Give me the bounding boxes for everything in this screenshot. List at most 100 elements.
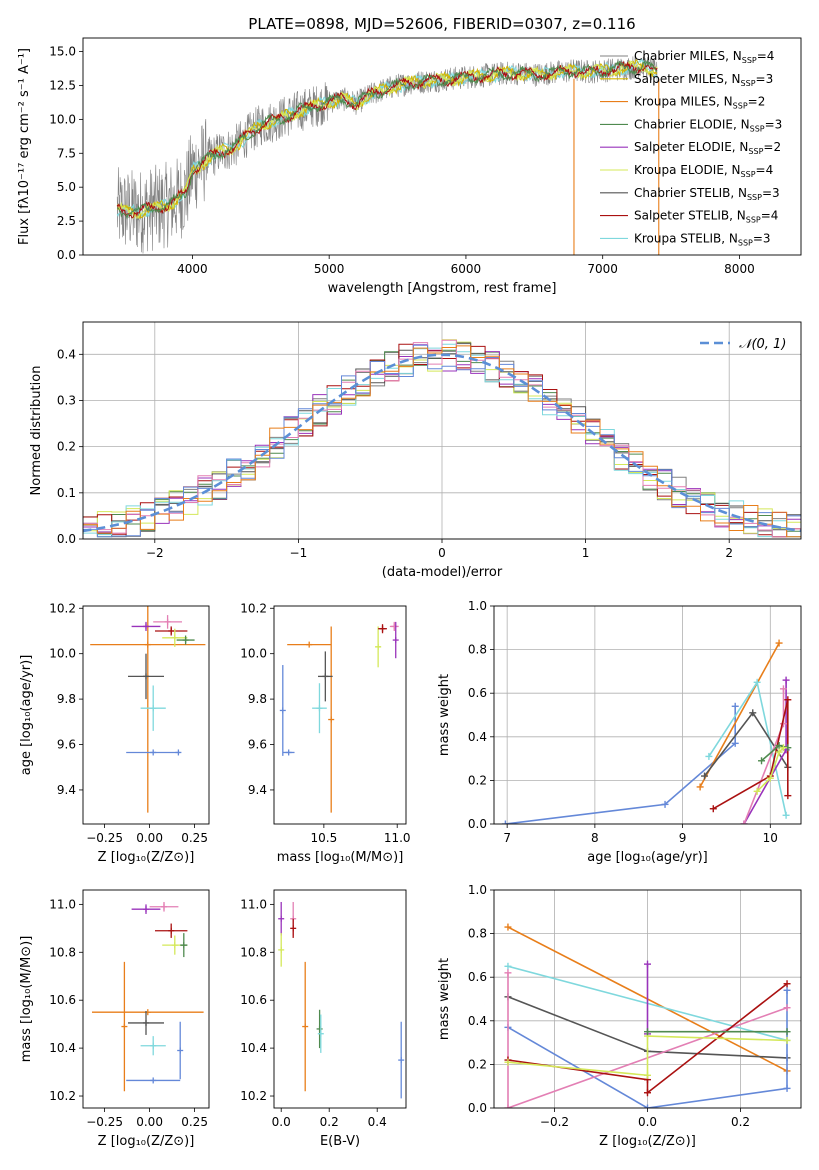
x-tick-label: 0.0 xyxy=(638,1115,657,1129)
x-tick-label: 7000 xyxy=(587,262,618,276)
x-tick-label: 11.0 xyxy=(384,831,411,845)
y-tick-label: 0.0 xyxy=(468,1101,487,1115)
y-tick-label: 5.0 xyxy=(57,180,76,194)
x-tick-label: 10.5 xyxy=(311,831,338,845)
model-spectrum-salpeter_stelib xyxy=(116,60,658,219)
x-tick-label: 0.2 xyxy=(320,1115,339,1129)
x-tick-label: 6000 xyxy=(451,262,482,276)
data-point xyxy=(278,933,285,967)
data-point xyxy=(312,683,327,734)
y-tick-label: 0.3 xyxy=(57,393,76,407)
axes-frame xyxy=(493,889,802,1109)
x-tick-label: 9 xyxy=(679,831,687,845)
data-point xyxy=(140,685,166,731)
mass_vs_Z-panel: −0.25 0.00 0.25 10.2 10.4 10.6 10.8 11.0 Z [log₁… xyxy=(19,889,210,1149)
y-axis-label: mass weight xyxy=(437,674,452,756)
x-tick-label: 2 xyxy=(725,546,733,560)
y-tick-label: 0.8 xyxy=(468,927,487,941)
spectrum-lines xyxy=(116,53,660,255)
series-blue xyxy=(505,706,736,824)
weight_vs_Z-panel: −0.2 0.0 0.2 0.0 0.2 0.4 0.6 0.8 1.0 Z [log₁₀(Z/Z… xyxy=(437,883,802,1149)
data-point xyxy=(162,628,188,647)
y-tick-label: 10.2 xyxy=(240,1089,267,1103)
age_vs_mass-panel: 10.5 11.0 9.4 9.6 9.8 10.0 10.2 mass [log₁₀(M/M… xyxy=(240,601,410,865)
model-spectrum-kroupa_stelib xyxy=(116,58,658,218)
x-tick-label: 0.25 xyxy=(181,831,208,845)
histogram-kroupa_miles xyxy=(83,345,801,538)
data-point xyxy=(316,1009,323,1049)
data-point xyxy=(317,1014,324,1053)
x-tick-label: 0.00 xyxy=(136,831,163,845)
y-tick-label: 10.0 xyxy=(49,112,76,126)
x-axis-label: E(B-V) xyxy=(320,1134,360,1149)
age_vs_Z-panel: −0.25 0.00 0.25 9.4 9.6 9.8 10.0 10.2 Z [log₁₀(Z… xyxy=(19,601,210,865)
series-lines xyxy=(501,639,792,824)
errorbars xyxy=(279,621,399,813)
y-axis-label: Normed distribution xyxy=(29,366,44,496)
y-tick-label: 7.5 xyxy=(57,146,76,160)
y-tick-label: 11.0 xyxy=(240,897,267,911)
x-tick-label: 0 xyxy=(438,546,446,560)
spectrum-panel: 4000 5000 6000 7000 8000 0.0 2.5 5.0 7.5 10.0 12.5… xyxy=(17,15,802,296)
data-point xyxy=(126,749,181,756)
legend-label: Salpeter MILES, NSSP=3 xyxy=(634,72,773,88)
data-point xyxy=(128,653,164,700)
y-tick-label: 1.0 xyxy=(468,883,487,897)
x-axis-label: Z [log₁₀(Z/Z⊙)] xyxy=(599,1134,696,1149)
x-tick-label: 0.0 xyxy=(272,1115,291,1129)
axes-frame xyxy=(82,605,210,825)
chart-title: PLATE=0898, MJD=52606, FIBERID=0307, z=0… xyxy=(248,15,635,33)
data-point xyxy=(282,749,295,756)
y-tick-label: 0.2 xyxy=(468,1057,487,1071)
y-tick-label: 15.0 xyxy=(49,45,76,59)
y-tick-label: 0.4 xyxy=(468,730,487,744)
y-tick-label: 10.8 xyxy=(49,945,76,959)
legend-label: Chabrier STELIB, NSSP=3 xyxy=(634,186,780,202)
series-kroupa_miles xyxy=(699,642,780,788)
x-tick-label: 10 xyxy=(763,831,778,845)
gaussian-curve xyxy=(83,353,801,533)
mass_vs_ebv-panel: 0.0 0.2 0.4 10.2 10.4 10.6 10.8 11.0 E(B-V) xyxy=(240,889,407,1149)
data-point xyxy=(290,918,297,938)
data-point xyxy=(177,1021,184,1080)
y-tick-label: 0.0 xyxy=(468,817,487,831)
y-tick-label: 0.6 xyxy=(468,970,487,984)
x-tick-label: 4000 xyxy=(177,262,208,276)
x-tick-label: −1 xyxy=(290,546,308,560)
histogram-blue xyxy=(83,344,801,538)
series-kroupa_elodie xyxy=(756,747,785,792)
data-point xyxy=(140,1036,166,1056)
data-point xyxy=(302,961,309,1092)
series-lines xyxy=(504,923,791,1108)
x-axis-label: Z [log₁₀(Z/Z⊙)] xyxy=(98,1134,195,1149)
y-tick-label: 0.0 xyxy=(57,532,76,546)
data-point xyxy=(155,626,188,636)
legend-label: Chabrier MILES, NSSP=4 xyxy=(634,49,774,65)
y-tick-label: 10.0 xyxy=(49,647,76,661)
data-point xyxy=(378,624,387,634)
axes-frame xyxy=(493,605,802,825)
axes-frame xyxy=(273,605,407,825)
y-tick-label: 10.2 xyxy=(240,601,267,615)
legend-label: Salpeter STELIB, NSSP=4 xyxy=(634,209,778,225)
data-point xyxy=(90,606,206,813)
axes-frame xyxy=(82,889,210,1109)
data-point xyxy=(176,635,195,645)
x-axis-label: age [log₁₀(age/yr)] xyxy=(587,850,708,865)
x-axis-label: Z [log₁₀(Z/Z⊙)] xyxy=(98,850,195,865)
y-axis-label: Flux [fλ10⁻¹⁷ erg cm⁻² s⁻¹ A⁻¹] xyxy=(17,48,32,245)
data-point xyxy=(375,626,382,668)
weight_vs_age-panel: 7 8 9 10 0.0 0.2 0.4 0.6 0.8 1.0 age [log₁₀(age/yr… xyxy=(437,599,802,865)
errorbars xyxy=(278,901,405,1099)
y-tick-label: 0.4 xyxy=(57,347,76,361)
x-tick-label: −0.2 xyxy=(540,1115,569,1129)
data-point xyxy=(92,1009,204,1016)
x-tick-label: 1 xyxy=(582,546,590,560)
data-point xyxy=(279,665,286,756)
data-point xyxy=(155,923,188,938)
legend-label: Kroupa STELIB, NSSP=3 xyxy=(634,231,771,247)
histograms xyxy=(83,339,801,538)
data-point xyxy=(128,1010,164,1035)
y-tick-label: 0.0 xyxy=(57,248,76,262)
